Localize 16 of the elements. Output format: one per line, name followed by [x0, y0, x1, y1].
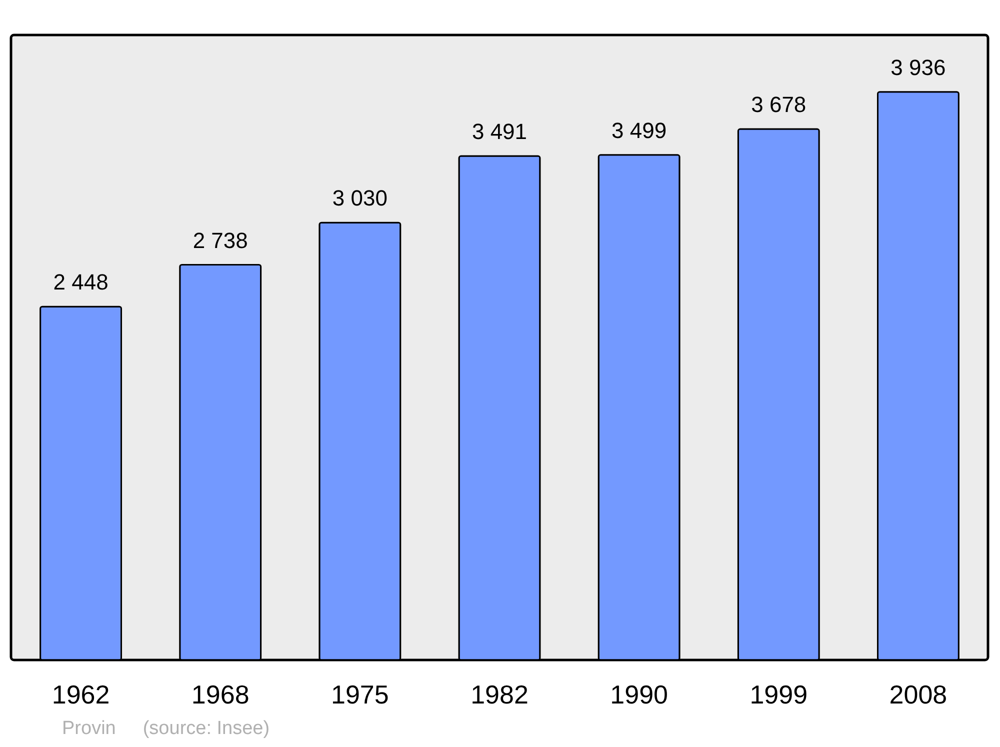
- x-tick-label: 1968: [191, 680, 250, 710]
- text: Provin: [62, 718, 116, 739]
- x-tick-label: 1962: [52, 680, 110, 710]
- data-label: 3 499: [612, 118, 667, 143]
- x-tick-label: 1975: [331, 680, 389, 710]
- data-label: 3 936: [890, 54, 946, 80]
- x-tick-label: 2008: [889, 680, 948, 710]
- text: (source: Insee): [142, 718, 270, 739]
- data-label: 3 030: [332, 186, 388, 211]
- x-tick-label: 1990: [610, 680, 668, 710]
- x-tick-label: 1999: [750, 680, 808, 710]
- data-label: 3 678: [751, 92, 806, 118]
- data-label: 3 491: [472, 119, 528, 144]
- data-label: 2 448: [53, 270, 108, 295]
- x-tick-label: 1982: [470, 680, 528, 710]
- data-label: 2 738: [192, 228, 248, 253]
